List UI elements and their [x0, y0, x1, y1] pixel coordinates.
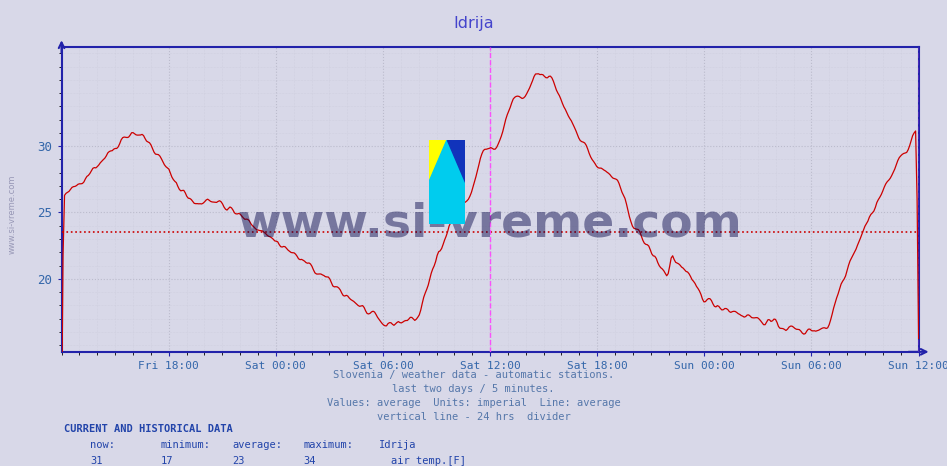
Polygon shape	[447, 140, 465, 182]
Text: Slovenia / weather data - automatic stations.: Slovenia / weather data - automatic stat…	[333, 370, 614, 380]
Text: average:: average:	[232, 440, 282, 450]
Text: www.si-vreme.com: www.si-vreme.com	[238, 201, 742, 246]
Text: 34: 34	[303, 456, 315, 466]
Text: minimum:: minimum:	[161, 440, 211, 450]
Text: last two days / 5 minutes.: last two days / 5 minutes.	[392, 384, 555, 394]
Polygon shape	[429, 140, 465, 224]
Text: vertical line - 24 hrs  divider: vertical line - 24 hrs divider	[377, 412, 570, 422]
Text: CURRENT AND HISTORICAL DATA: CURRENT AND HISTORICAL DATA	[64, 424, 233, 434]
Text: Idrija: Idrija	[454, 16, 493, 31]
Text: Values: average  Units: imperial  Line: average: Values: average Units: imperial Line: av…	[327, 398, 620, 408]
Text: www.si-vreme.com: www.si-vreme.com	[8, 175, 17, 254]
Text: air temp.[F]: air temp.[F]	[391, 456, 466, 466]
Polygon shape	[429, 140, 447, 182]
Text: 17: 17	[161, 456, 173, 466]
Text: 31: 31	[90, 456, 102, 466]
Text: maximum:: maximum:	[303, 440, 353, 450]
Text: Idrija: Idrija	[379, 440, 417, 450]
Text: now:: now:	[90, 440, 115, 450]
Text: 23: 23	[232, 456, 244, 466]
